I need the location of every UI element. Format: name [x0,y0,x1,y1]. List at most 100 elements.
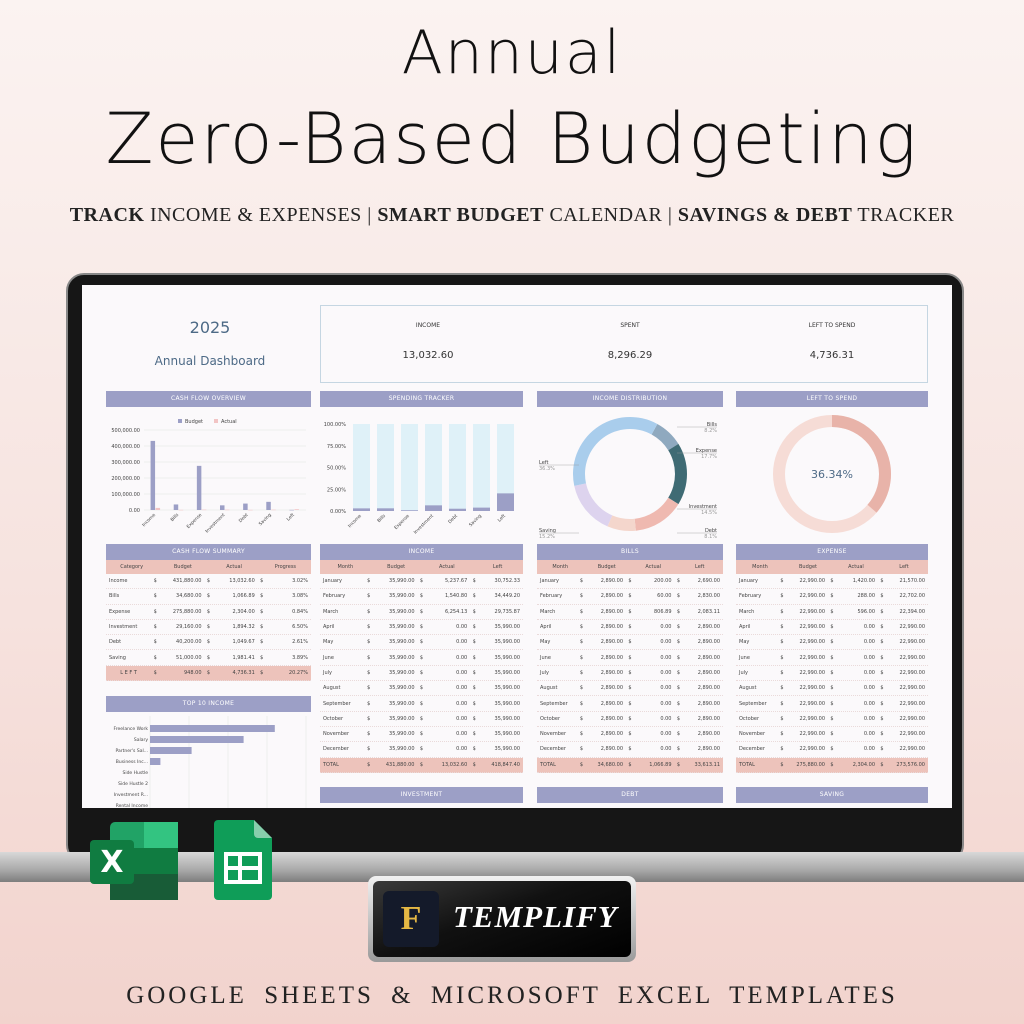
currency-symbol: $ [260,593,264,600]
expense-table-row: October $22,990.00 $0.00 $22,990.00 [736,712,928,727]
column-header: Budget [173,564,192,570]
cell: 22,990.00 [799,593,825,600]
cell: 2,890.00 [600,715,623,722]
templify-brand-name: TEMPLIFY [453,899,618,934]
legend-swatch-budget [178,419,182,423]
cell: 22,990.00 [799,669,825,676]
kpi-label: INCOME [415,322,441,329]
cell: 29,735.87 [494,608,520,615]
currency-symbol: $ [579,700,584,707]
currency-symbol: $ [830,761,834,768]
currency-symbol: $ [676,731,681,738]
panel-header-top10: TOP 10 INCOME [106,696,311,712]
bills-table-row: February $2,890.00 $60.00 $2,830.00 [537,589,723,605]
cash-flow-summary-table-row: Income $431,880.00 $13,032.60 $3.02% [106,574,311,590]
cell: March [739,608,755,615]
column-header: Actual [226,564,242,570]
cash-flow-overview-chart: 0.00 100,000.00 200,000.00 300,000.00 400,00… [111,419,306,534]
slice-value: 8.2% [704,428,717,434]
bills-total-row: TOTAL $34,680.00 $1,066.89 $33,613.11 [537,757,723,773]
currency-symbol: $ [579,746,584,753]
currency-symbol: $ [880,578,884,585]
column-header: Left [492,564,503,570]
expense-table-row: March $22,990.00 $596.00 $22,394.00 [736,605,928,620]
top-10-income-chart: Freelance Work Salary Partner's Sal... Busi… [114,716,307,808]
kpi-value: 8,296.29 [607,350,653,361]
cell: 2,890.00 [600,746,623,753]
cell: July [540,669,549,676]
currency-symbol: $ [830,593,834,600]
currency-symbol: $ [676,746,681,753]
cell: 35,990.00 [389,700,415,707]
currency-symbol: $ [830,639,834,646]
cell: October [323,715,344,722]
cell: 30,752.33 [494,578,520,585]
income-table-row: August $35,990.00 $0.00 $35,990.00 [320,681,523,697]
cell: January [540,578,559,585]
cell: January [323,578,342,585]
cell: 2,304.00 [852,761,875,768]
currency-symbol: $ [419,715,424,722]
bills-column-headers: Month Budget Actual Left [537,560,723,574]
cell: 2,890.00 [600,608,623,615]
cell: 2,890.00 [600,624,623,631]
y-tick-label: 50.00% [327,466,346,472]
kpi-value: 13,032.60 [402,350,454,361]
currency-symbol: $ [260,639,264,646]
currency-symbol: $ [419,593,424,600]
bar-budget [289,509,294,511]
x-tick-label: Expense [393,513,411,531]
currency-symbol: $ [419,639,424,646]
cell: TOTAL [540,761,556,768]
cell: 35,990.00 [389,593,415,600]
cell: 35,990.00 [494,669,520,676]
cash-flow-summary-total-row: L E F T $948.00 $4,736.31 $20.27% [106,665,311,682]
x-tick-label: Saving [468,513,483,528]
cell: 22,990.00 [799,654,825,661]
currency-symbol: $ [260,608,264,615]
x-tick-label: Bills [376,513,387,524]
donut-slice-bills [651,423,679,451]
currency-symbol: $ [419,624,424,631]
cell: 35,990.00 [494,639,520,646]
currency-symbol: $ [260,578,264,585]
currency-symbol: $ [676,578,681,585]
cell: 22,990.00 [899,700,925,707]
bills-table-row: October $2,890.00 $0.00 $2,890.00 [537,712,723,727]
cell: October [540,715,561,722]
cell: 29,160.00 [176,624,202,631]
subtitle-segment: SMART BUDGET [377,204,544,226]
expense-table-row: December $22,990.00 $0.00 $22,990.00 [736,742,928,758]
cell: 1,066.89 [232,593,255,600]
expense-table-row: September $22,990.00 $0.00 $22,990.00 [736,696,928,712]
bills-table-row: January $2,890.00 $200.00 $2,690.00 [537,574,723,590]
currency-symbol: $ [780,715,784,722]
cell: August [540,685,558,692]
bar-budget [243,503,248,510]
currency-symbol: $ [780,731,784,738]
currency-symbol: $ [628,654,632,661]
slice-label: Bills [707,422,718,428]
spending-tracker-chart: 0.00% 25.00% 50.00% 75.00% 100.00% Income Bill… [324,422,514,535]
currency-symbol: $ [780,685,784,692]
currency-symbol: $ [579,639,584,646]
subtitle-segment: CALENDAR | [543,204,678,226]
slice-value: 14.5% [701,510,717,516]
cell: August [739,685,757,692]
cell: 3.02% [292,578,308,585]
progress-track [473,424,490,511]
cash-flow-summary-table-row: Debt $40,200.00 $1,049.67 $2.61% [106,635,311,651]
currency-symbol: $ [419,700,424,707]
cell: 596.00 [857,608,876,615]
cell: 0.00 [456,746,468,753]
bills-table-row: December $2,890.00 $0.00 $2,890.00 [537,742,723,758]
currency-symbol: $ [676,639,681,646]
bar-actual [248,509,253,511]
progress-track [401,424,418,511]
expense-table-row: August $22,990.00 $0.00 $22,990.00 [736,681,928,697]
slice-label: Expense [696,448,717,454]
cell: 22,990.00 [899,731,925,738]
bills-table-row: June $2,890.00 $0.00 $2,890.00 [537,651,723,666]
currency-symbol: $ [419,608,424,615]
cell: 51,000.00 [176,654,202,661]
